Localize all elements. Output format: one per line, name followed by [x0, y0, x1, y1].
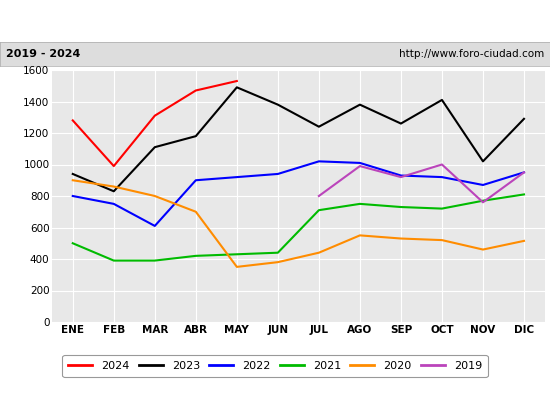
Text: Evolucion Nº Turistas Extranjeros en el municipio de La Rinconada: Evolucion Nº Turistas Extranjeros en el …: [26, 14, 524, 28]
2022: [356, 160, 363, 165]
2019: [356, 164, 363, 168]
Line: 2024: 2024: [73, 81, 237, 166]
2023: [192, 134, 199, 138]
2020: [480, 247, 486, 252]
Line: 2022: 2022: [73, 161, 524, 226]
2024: [69, 118, 76, 123]
2021: [274, 250, 281, 255]
2020: [274, 260, 281, 264]
2019: [480, 200, 486, 205]
2023: [234, 85, 240, 90]
2023: [439, 98, 446, 102]
2024: [234, 79, 240, 84]
2020: [398, 236, 404, 241]
2022: [234, 175, 240, 180]
2022: [521, 170, 527, 175]
2023: [356, 102, 363, 107]
2022: [192, 178, 199, 183]
2022: [480, 182, 486, 187]
2021: [521, 192, 527, 197]
2021: [234, 252, 240, 257]
2022: [151, 224, 158, 228]
2023: [398, 121, 404, 126]
2019: [316, 194, 322, 198]
2023: [69, 172, 76, 176]
2020: [356, 233, 363, 238]
2021: [356, 202, 363, 206]
2023: [521, 116, 527, 121]
2021: [439, 206, 446, 211]
2020: [69, 178, 76, 183]
2023: [316, 124, 322, 129]
2024: [111, 164, 117, 168]
2020: [151, 194, 158, 198]
2024: [151, 113, 158, 118]
Line: 2023: 2023: [73, 87, 524, 191]
2020: [316, 250, 322, 255]
2022: [274, 172, 281, 176]
2021: [398, 205, 404, 210]
Legend: 2024, 2023, 2022, 2021, 2020, 2019: 2024, 2023, 2022, 2021, 2020, 2019: [62, 355, 488, 377]
2022: [439, 175, 446, 180]
Text: http://www.foro-ciudad.com: http://www.foro-ciudad.com: [399, 49, 544, 59]
Line: 2021: 2021: [73, 194, 524, 260]
Text: 2019 - 2024: 2019 - 2024: [6, 49, 80, 59]
2019: [521, 170, 527, 175]
2021: [69, 241, 76, 246]
2022: [316, 159, 322, 164]
2021: [480, 198, 486, 203]
2021: [316, 208, 322, 212]
2022: [398, 173, 404, 178]
2019: [398, 175, 404, 180]
Line: 2019: 2019: [319, 164, 524, 202]
2020: [439, 238, 446, 242]
Line: 2020: 2020: [73, 180, 524, 267]
2020: [192, 209, 199, 214]
2021: [192, 254, 199, 258]
2022: [111, 202, 117, 206]
2023: [274, 102, 281, 107]
2023: [111, 189, 117, 194]
2023: [151, 145, 158, 150]
2019: [439, 162, 446, 167]
2020: [111, 184, 117, 189]
2020: [521, 238, 527, 243]
2023: [480, 159, 486, 164]
2024: [192, 88, 199, 93]
2021: [111, 258, 117, 263]
2022: [69, 194, 76, 198]
2020: [234, 264, 240, 269]
2021: [151, 258, 158, 263]
